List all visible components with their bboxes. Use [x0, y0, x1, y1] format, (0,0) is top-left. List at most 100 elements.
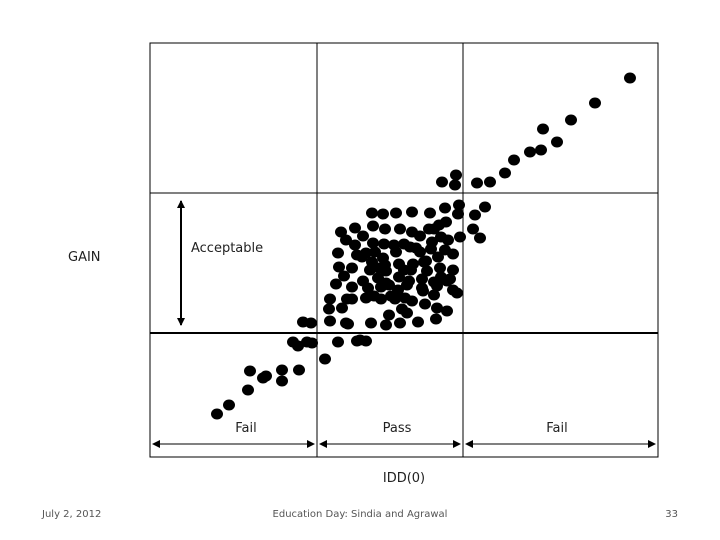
scatter-point: [469, 209, 481, 221]
scatter-point: [436, 176, 448, 188]
scatter-point: [379, 223, 391, 235]
scatter-point: [390, 207, 402, 219]
scatter-point: [372, 272, 384, 284]
scatter-point: [211, 408, 223, 420]
scatter-point: [378, 238, 390, 250]
scatter-point: [276, 375, 288, 387]
footer-date: July 2, 2012: [42, 509, 102, 520]
scatter-point: [394, 223, 406, 235]
scatter-point: [426, 236, 438, 248]
scatter-point: [346, 293, 358, 305]
scatter-point: [398, 264, 410, 276]
scatter-point: [474, 232, 486, 244]
band-label-pass: Pass: [383, 421, 412, 436]
scatter-point: [406, 226, 418, 238]
scatter-point: [449, 179, 461, 191]
scatter-point: [484, 176, 496, 188]
scatter-point: [565, 114, 577, 126]
band-label-fail-right: Fail: [546, 421, 567, 436]
scatter-point: [450, 169, 462, 181]
scatter-point: [260, 370, 272, 382]
scatter-point: [432, 251, 444, 263]
scatter-point: [452, 208, 464, 220]
scatter-point: [406, 295, 418, 307]
scatter-point: [479, 201, 491, 213]
scatter-point: [589, 97, 601, 109]
scatter-point: [624, 72, 636, 84]
scatter-point: [383, 309, 395, 321]
scatter-point: [332, 247, 344, 259]
scatter-point: [368, 290, 380, 302]
scatter-point: [441, 305, 453, 317]
scatter-point: [418, 256, 430, 268]
footer-page-number: 33: [665, 509, 678, 520]
scatter-point: [412, 316, 424, 328]
scatter-point: [338, 270, 350, 282]
scatter-point: [453, 199, 465, 211]
scatter-point: [508, 154, 520, 166]
scatter-point: [396, 303, 408, 315]
plot-frame: [149, 42, 659, 458]
scatter-point: [336, 302, 348, 314]
y-axis-label: GAIN: [68, 250, 101, 265]
scatter-points: [211, 72, 636, 420]
scatter-point: [323, 303, 335, 315]
scatter-point: [319, 353, 331, 365]
scatter-point: [244, 365, 256, 377]
scatter-point: [342, 318, 354, 330]
footer-title: Education Day: Sindia and Agrawal: [272, 509, 448, 520]
scatter-point: [349, 239, 361, 251]
scatter-point: [416, 282, 428, 294]
scatter-point: [330, 278, 342, 290]
scatter-point: [349, 222, 361, 234]
scatter-point: [324, 315, 336, 327]
scatter-point: [398, 238, 410, 250]
scatter-point: [537, 123, 549, 135]
scatter-point: [306, 337, 318, 349]
scatter-point: [499, 167, 511, 179]
scatter-point: [346, 262, 358, 274]
scatter-point: [367, 237, 379, 249]
scatter-point: [535, 144, 547, 156]
scatter-point: [410, 242, 422, 254]
scatter-point: [454, 231, 466, 243]
plot-area: Acceptable Fail Pass Fail GAIN IDD(0): [68, 42, 659, 486]
scatter-point: [447, 264, 459, 276]
scatter-point: [357, 230, 369, 242]
scatter-point: [467, 223, 479, 235]
scatter-point: [333, 261, 345, 273]
scatter-point: [357, 275, 369, 287]
scatter-point: [407, 258, 419, 270]
scatter-point: [340, 234, 352, 246]
scatter-point: [428, 276, 440, 288]
scatter-point: [435, 231, 447, 243]
scatter-point: [276, 364, 288, 376]
scatter-point: [394, 317, 406, 329]
scatter-point: [367, 220, 379, 232]
scatter-point: [416, 273, 428, 285]
scatter-point: [324, 293, 336, 305]
scatter-point: [551, 136, 563, 148]
scatter-point: [439, 244, 451, 256]
scatter-point: [439, 202, 451, 214]
scatter-point: [332, 336, 344, 348]
scatter-point: [447, 284, 459, 296]
scatter-point: [389, 291, 401, 303]
scatter-point: [380, 265, 392, 277]
scatter-point: [406, 206, 418, 218]
scatter-point: [380, 319, 392, 331]
scatter-point: [366, 207, 378, 219]
scatter-point: [471, 177, 483, 189]
scatter-point: [430, 313, 442, 325]
scatter-point: [403, 275, 415, 287]
scatter-point: [444, 273, 456, 285]
scatter-point: [369, 246, 381, 258]
scatter-point: [242, 384, 254, 396]
scatter-point: [356, 251, 368, 263]
acceptable-label: Acceptable: [191, 241, 263, 256]
scatter-point: [287, 336, 299, 348]
scatter-point: [377, 208, 389, 220]
scatter-point: [419, 298, 431, 310]
x-axis-label: IDD(0): [383, 471, 425, 486]
